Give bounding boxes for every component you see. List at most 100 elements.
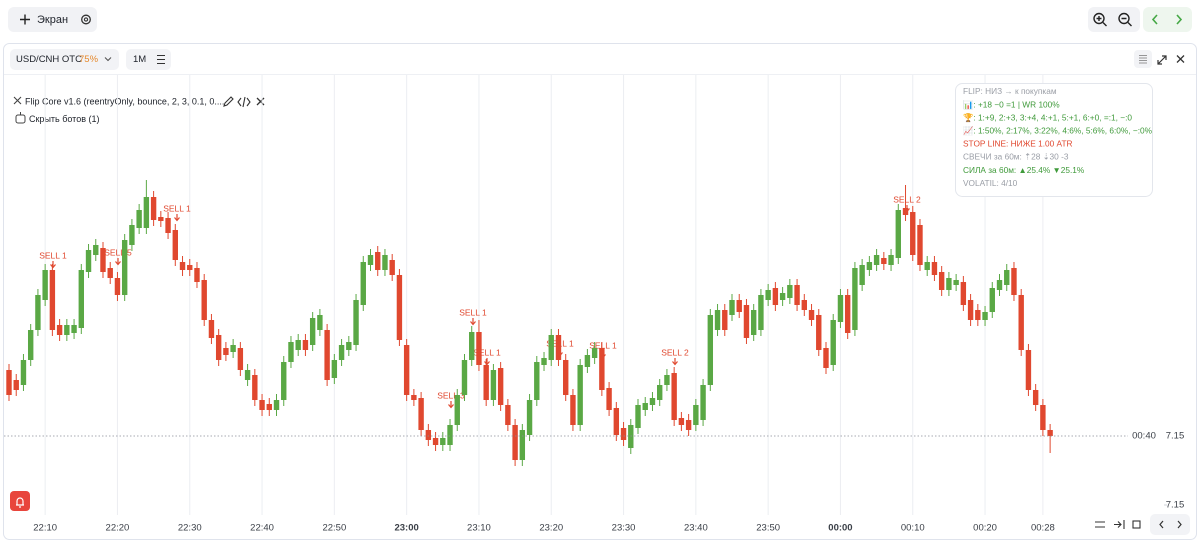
info-line: СВЕЧИ за 60м: ⇡28 ⇣30 -3 — [963, 152, 1069, 162]
candle-body — [338, 345, 345, 360]
candle-body — [396, 275, 403, 340]
bottom-tools — [1095, 514, 1190, 535]
candle-body — [859, 265, 865, 285]
candle-body — [931, 262, 938, 275]
alert-button[interactable] — [10, 491, 30, 511]
hide-bots[interactable]: Скрыть ботов (1) — [15, 112, 100, 124]
candle-body — [512, 425, 518, 460]
candle-body — [779, 293, 786, 300]
x-tick-label: 22:20 — [106, 523, 130, 534]
candle-body — [649, 398, 656, 405]
candle-body — [215, 335, 222, 360]
sell-label: SELL 1 — [163, 203, 191, 213]
zoom-in[interactable] — [1093, 12, 1107, 27]
candle-body — [107, 268, 113, 278]
candle-body — [837, 295, 844, 322]
candle-body — [967, 300, 974, 320]
candle-body — [49, 270, 56, 330]
candle-body — [42, 270, 48, 300]
candle-body — [27, 330, 34, 360]
candle-body — [78, 270, 84, 328]
zoom-out[interactable] — [1118, 12, 1132, 27]
candle-body — [563, 360, 569, 395]
candle-body — [534, 362, 540, 400]
candle-body — [100, 248, 106, 272]
candles — [6, 180, 1053, 466]
candle-body — [281, 362, 287, 400]
symbol-selector[interactable]: USD/CNH OTC 75% — [10, 49, 119, 70]
code-bot[interactable] — [237, 96, 251, 108]
list-button[interactable] — [1139, 55, 1147, 64]
next-button[interactable] — [1176, 14, 1183, 25]
copy-button[interactable] — [1132, 520, 1141, 529]
info-line: 🏆: 1:+9, 2:+3, 3:+4, 4:+1, 5:+1, 6:+0, =… — [963, 112, 1132, 122]
x-tick-label: 00:20 — [973, 523, 997, 534]
candle-body — [432, 438, 439, 445]
candle-body — [179, 262, 186, 270]
edit-bot[interactable] — [223, 96, 234, 107]
expand-button[interactable] — [1157, 55, 1167, 65]
candle-body — [924, 262, 930, 270]
candle-body — [982, 312, 988, 320]
candle-body — [1004, 270, 1010, 285]
candle-body — [584, 355, 591, 367]
sell-arrow — [484, 358, 490, 366]
candle-body — [259, 400, 265, 410]
candle-body — [114, 278, 121, 295]
candle-body — [324, 330, 330, 380]
candle-body — [194, 268, 200, 282]
candle-body — [996, 280, 1003, 290]
zoom-controls — [1088, 7, 1140, 32]
candle-body — [56, 325, 63, 335]
close-button[interactable] — [1176, 55, 1185, 63]
chart-panel — [3, 43, 1197, 540]
candle-body — [411, 395, 417, 400]
candle-body — [425, 430, 432, 440]
candle-body — [591, 348, 598, 358]
candle-body — [237, 348, 244, 370]
timeframe-selector[interactable]: 1M — [126, 49, 171, 70]
candle-body — [1018, 295, 1024, 350]
candle-body — [620, 428, 627, 440]
sell-arrow — [470, 318, 476, 326]
candle-body — [910, 212, 916, 255]
symbol: USD/CNH OTC — [16, 54, 82, 65]
x-tick-label: 23:10 — [467, 523, 491, 534]
candle-body — [201, 280, 207, 320]
candle-body — [707, 315, 714, 385]
candle-body — [975, 310, 981, 320]
candle-body — [483, 365, 489, 400]
settings-button[interactable] — [1095, 521, 1105, 528]
sell-label: SELL 1 — [459, 307, 487, 317]
candle-body — [244, 370, 251, 380]
prev-button[interactable] — [1151, 14, 1158, 25]
x-tick-label: 23:20 — [539, 523, 563, 534]
sell-label: SELL 1 — [39, 250, 67, 260]
x-tick-label: 22:10 — [33, 523, 57, 534]
candle-body — [187, 265, 193, 270]
scroll-left[interactable] — [1159, 520, 1164, 529]
candle-body — [360, 262, 366, 305]
candle-body — [121, 240, 128, 295]
info-line: 📈: 1:50%, 2:17%, 3:22%, 4:6%, 5:6%, 6:0%… — [963, 125, 1153, 135]
candle-body — [497, 368, 504, 405]
scroll-right[interactable] — [1177, 520, 1182, 529]
candle-body — [367, 255, 374, 265]
candle-body — [440, 438, 446, 445]
remove-bot[interactable] — [256, 97, 265, 106]
screen-button-label: Экран — [37, 14, 68, 26]
candle-body — [989, 288, 995, 312]
candle-body — [273, 400, 280, 410]
candle-body — [606, 388, 612, 410]
scroll-end-button[interactable] — [1114, 520, 1125, 529]
candle-body — [476, 332, 482, 365]
candle-body — [541, 358, 547, 365]
screen-button[interactable]: Экран — [8, 7, 97, 32]
candle-body — [389, 260, 395, 275]
candle-body — [895, 210, 901, 258]
sell-label: SELL 5 — [104, 247, 132, 257]
candle-body — [577, 365, 583, 425]
candle-body — [635, 405, 641, 428]
candle-body — [150, 197, 157, 220]
